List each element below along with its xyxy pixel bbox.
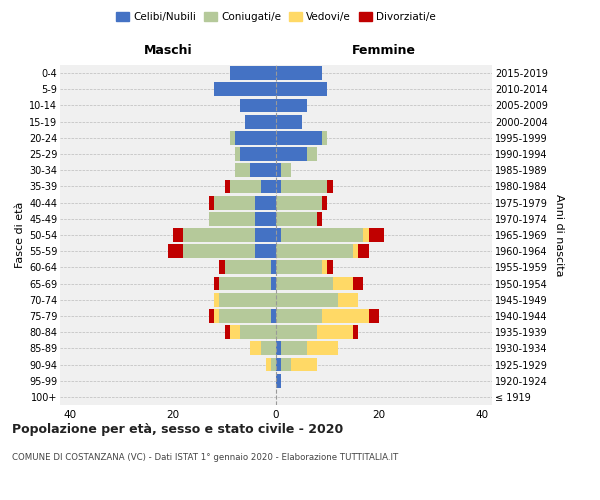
Bar [276, 82, 328, 96]
Bar [224, 260, 271, 274]
Bar [276, 309, 322, 323]
Bar [276, 115, 302, 128]
Bar [220, 276, 271, 290]
Bar [256, 212, 276, 226]
Bar [235, 147, 240, 161]
Bar [276, 260, 322, 274]
Bar [209, 309, 214, 323]
Bar [256, 196, 276, 209]
Bar [235, 164, 250, 177]
Bar [322, 196, 328, 209]
Bar [214, 309, 220, 323]
Bar [214, 276, 220, 290]
Bar [281, 164, 292, 177]
Bar [235, 131, 276, 144]
Bar [338, 293, 358, 306]
Bar [276, 326, 317, 339]
Bar [271, 309, 276, 323]
Bar [276, 276, 332, 290]
Bar [276, 147, 307, 161]
Bar [276, 180, 281, 194]
Bar [220, 309, 271, 323]
Bar [281, 342, 307, 355]
Legend: Celibi/Nubili, Coniugati/e, Vedovi/e, Divorziati/e: Celibi/Nubili, Coniugati/e, Vedovi/e, Di… [112, 8, 440, 26]
Bar [256, 244, 276, 258]
Bar [281, 228, 364, 242]
Text: Femmine: Femmine [352, 44, 416, 58]
Bar [281, 180, 328, 194]
Bar [307, 342, 338, 355]
Bar [240, 326, 276, 339]
Bar [240, 98, 276, 112]
Bar [224, 180, 230, 194]
Y-axis label: Anni di nascita: Anni di nascita [554, 194, 565, 276]
Bar [230, 131, 235, 144]
Bar [168, 244, 184, 258]
Bar [276, 358, 281, 372]
Bar [368, 309, 379, 323]
Bar [271, 358, 276, 372]
Bar [214, 82, 276, 96]
Bar [220, 293, 276, 306]
Bar [276, 374, 281, 388]
Bar [307, 147, 317, 161]
Bar [317, 326, 353, 339]
Bar [276, 66, 322, 80]
Bar [322, 260, 328, 274]
Bar [276, 342, 281, 355]
Bar [276, 164, 281, 177]
Bar [224, 326, 230, 339]
Bar [328, 260, 332, 274]
Bar [292, 358, 317, 372]
Text: Popolazione per età, sesso e stato civile - 2020: Popolazione per età, sesso e stato civil… [12, 422, 343, 436]
Bar [364, 228, 368, 242]
Bar [271, 276, 276, 290]
Bar [317, 212, 322, 226]
Bar [245, 115, 276, 128]
Bar [276, 244, 353, 258]
Bar [209, 212, 256, 226]
Bar [209, 196, 214, 209]
Bar [322, 309, 368, 323]
Bar [220, 260, 224, 274]
Bar [260, 180, 276, 194]
Bar [250, 342, 260, 355]
Bar [230, 180, 260, 194]
Y-axis label: Fasce di età: Fasce di età [14, 202, 25, 268]
Bar [276, 196, 322, 209]
Bar [353, 276, 364, 290]
Bar [353, 326, 358, 339]
Bar [260, 342, 276, 355]
Bar [332, 276, 353, 290]
Bar [353, 244, 358, 258]
Bar [276, 228, 281, 242]
Bar [230, 326, 240, 339]
Bar [358, 244, 368, 258]
Bar [322, 131, 328, 144]
Bar [281, 358, 292, 372]
Bar [250, 164, 276, 177]
Bar [214, 293, 220, 306]
Text: Maschi: Maschi [143, 44, 193, 58]
Bar [276, 131, 322, 144]
Bar [214, 196, 256, 209]
Bar [276, 293, 338, 306]
Bar [328, 180, 332, 194]
Bar [368, 228, 384, 242]
Bar [184, 228, 256, 242]
Text: COMUNE DI COSTANZANA (VC) - Dati ISTAT 1° gennaio 2020 - Elaborazione TUTTITALIA: COMUNE DI COSTANZANA (VC) - Dati ISTAT 1… [12, 452, 398, 462]
Bar [184, 244, 256, 258]
Bar [240, 147, 276, 161]
Bar [230, 66, 276, 80]
Bar [271, 260, 276, 274]
Bar [266, 358, 271, 372]
Bar [256, 228, 276, 242]
Bar [276, 98, 307, 112]
Bar [276, 212, 317, 226]
Bar [173, 228, 184, 242]
